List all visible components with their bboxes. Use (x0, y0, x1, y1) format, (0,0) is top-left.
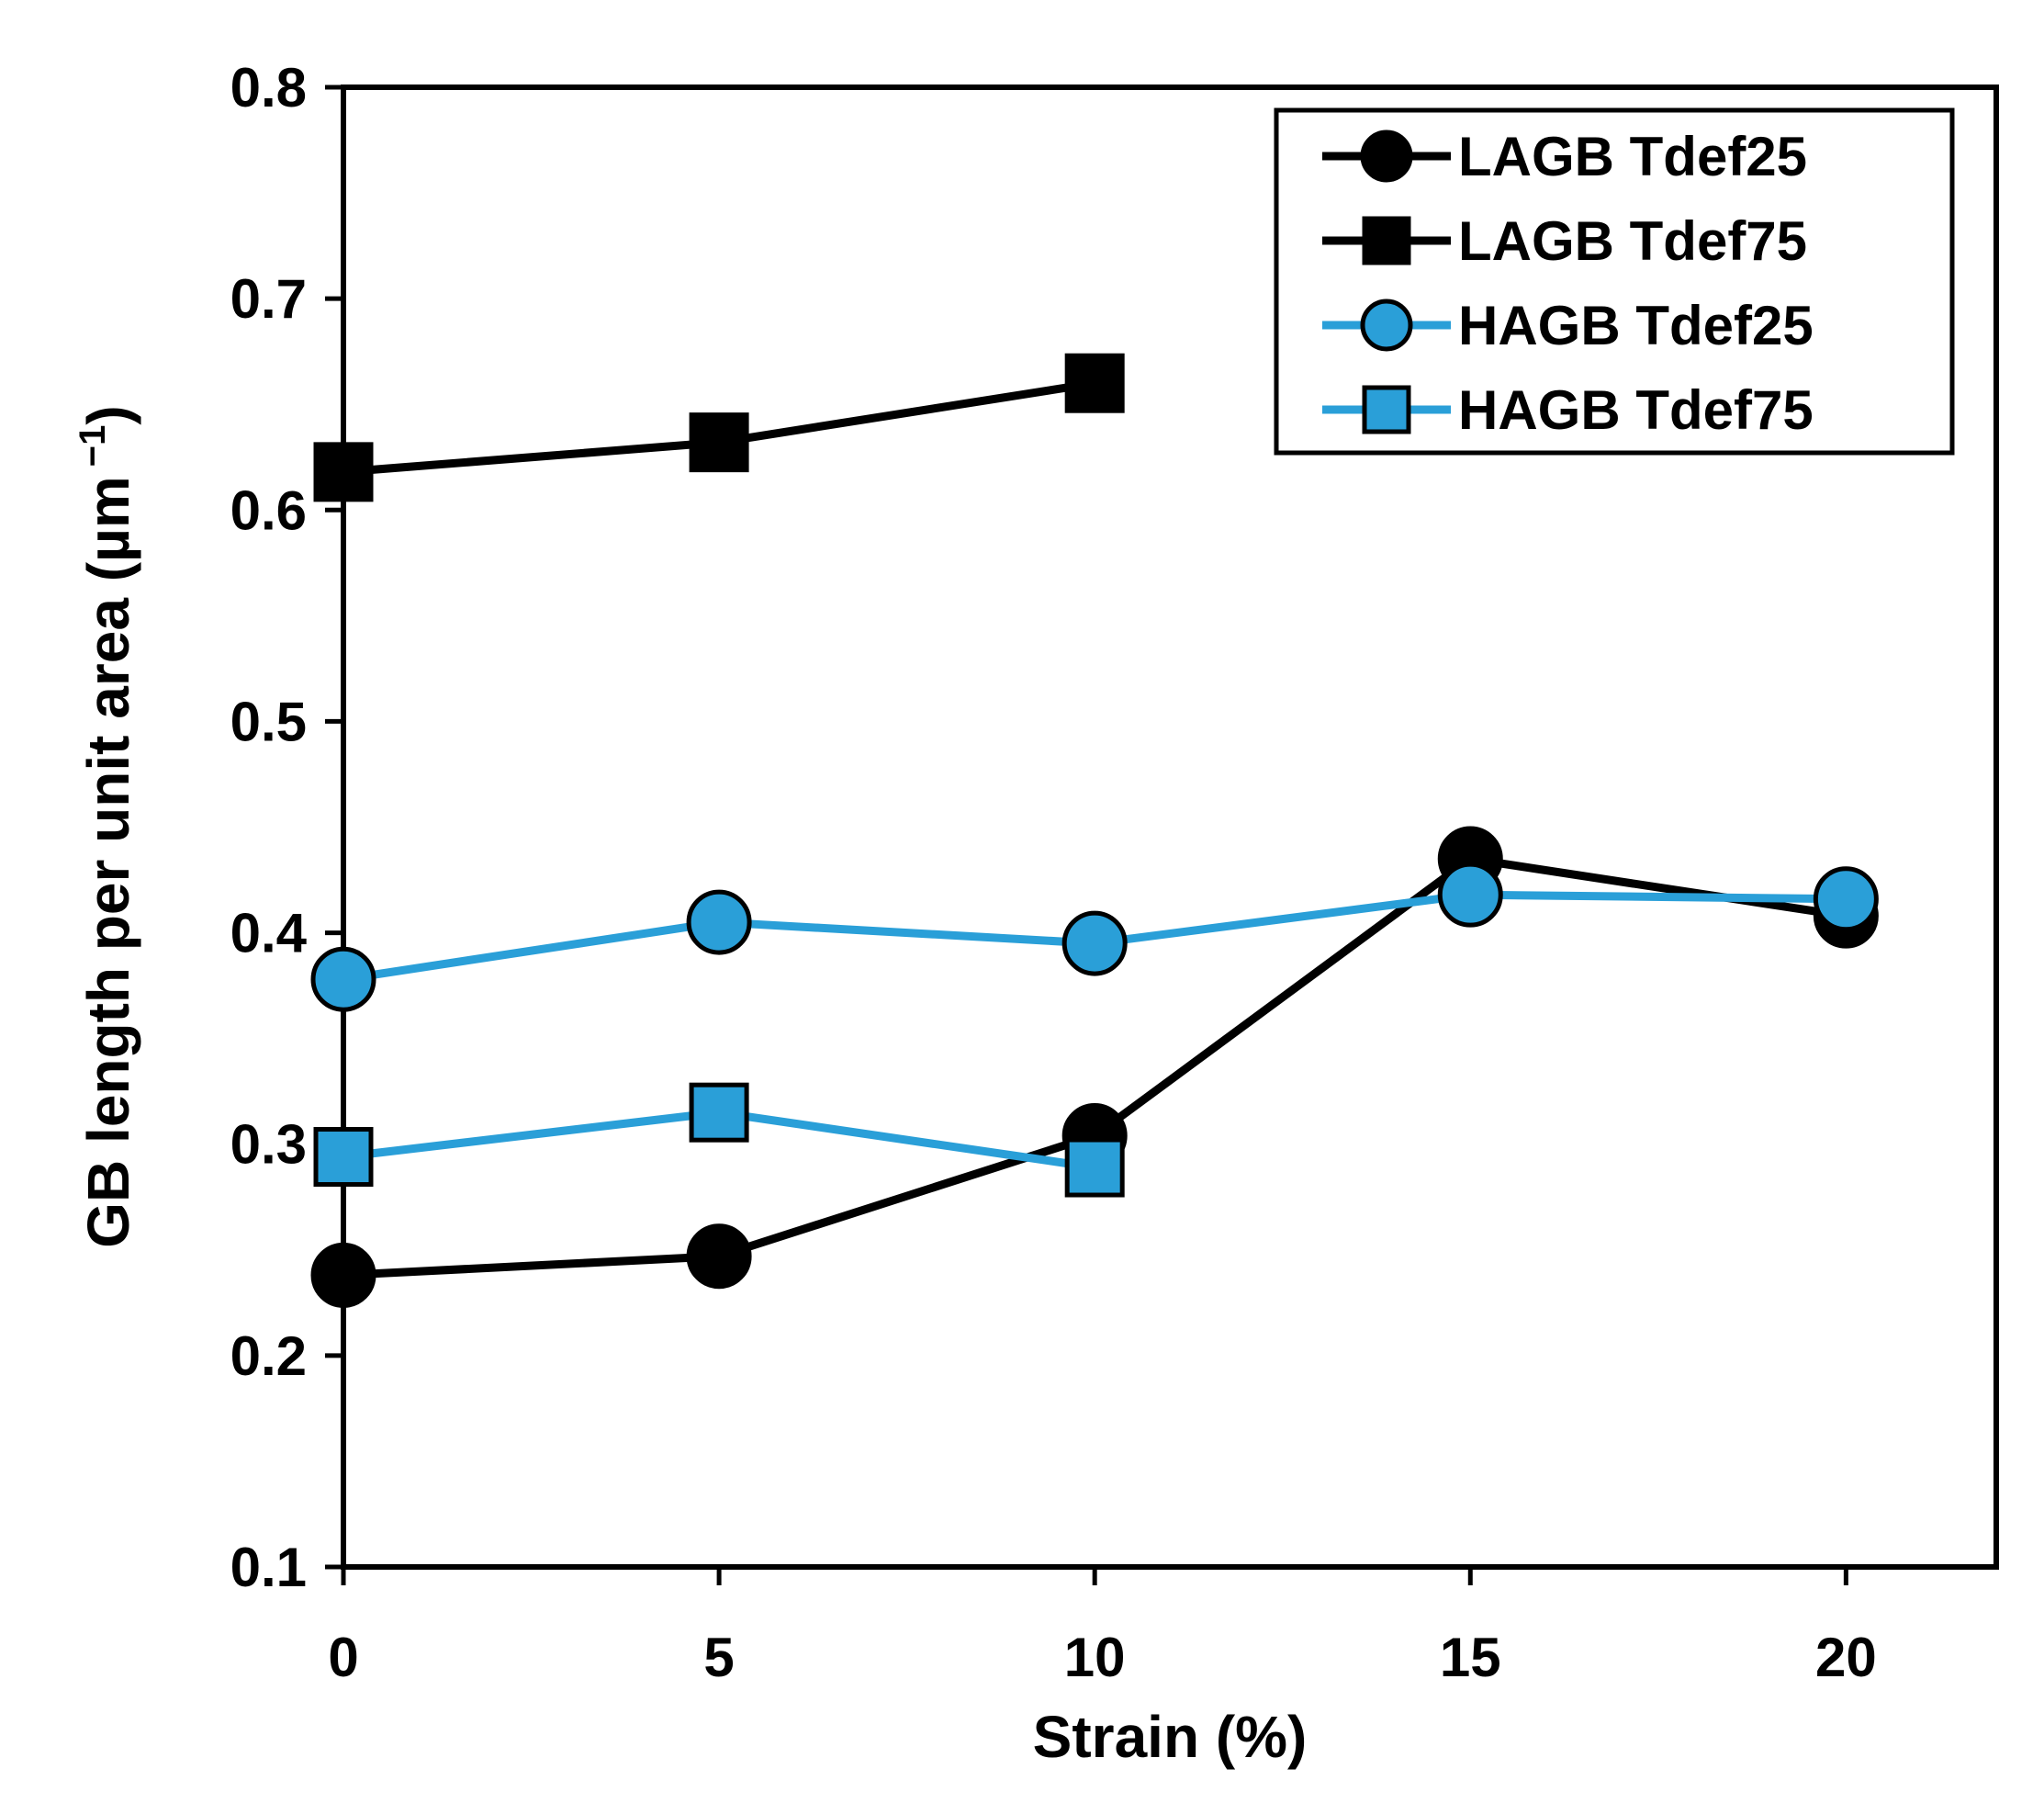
data-point-hagb-tdef25 (686, 889, 752, 955)
x-tick-label: 5 (703, 1627, 734, 1688)
y-tick-label: 0.4 (230, 903, 308, 964)
y-tick-label: 0.6 (230, 479, 307, 541)
legend-marker (1362, 216, 1411, 265)
y-tick-label: 0.8 (230, 57, 307, 118)
x-tick-label: 10 (1064, 1627, 1126, 1688)
data-point-hagb-tdef75 (313, 1127, 374, 1188)
legend-label: LAGB Tdef75 (1458, 210, 1807, 272)
plot-frame (341, 85, 1999, 1570)
legend: LAGB Tdef25 LAGB Tdef75 HAGB Tdef25 HAGB Td… (1274, 107, 1955, 456)
y-axis-label: GB length per unit area (µm −1) (73, 405, 141, 1247)
legend-marker (1360, 130, 1413, 183)
legend-entries: LAGB Tdef25 LAGB Tdef75 HAGB Tdef25 HAGB Td… (1322, 126, 1814, 441)
data-point-hagb-tdef25 (1061, 910, 1128, 976)
data-point-hagb-tdef25 (1813, 866, 1879, 932)
y-axis-label-superscript: −1 (73, 425, 113, 468)
data-point-lagb-tdef25 (686, 1223, 752, 1290)
data-point-hagb-tdef25 (310, 946, 376, 1012)
data-point-lagb-tdef75 (313, 442, 374, 502)
data-point-lagb-tdef75 (1064, 353, 1125, 413)
x-tick-label: 15 (1440, 1627, 1501, 1688)
data-point-lagb-tdef75 (689, 412, 749, 473)
data-point-lagb-tdef25 (310, 1242, 376, 1308)
data-point-hagb-tdef75 (1064, 1137, 1125, 1198)
legend-label: HAGB Tdef25 (1458, 295, 1814, 356)
data-point-hagb-tdef75 (689, 1082, 749, 1143)
y-tick-label: 0.7 (230, 268, 307, 330)
y-tick-label: 0.2 (230, 1325, 307, 1387)
legend-marker (1360, 299, 1413, 352)
y-axis-label-main: GB length per unit area (µm (75, 476, 141, 1248)
legend-marker (1362, 385, 1411, 434)
series-layer (310, 353, 1879, 1308)
x-tick-label: 0 (328, 1627, 358, 1688)
legend-label: HAGB Tdef75 (1458, 379, 1814, 441)
y-tick-label: 0.1 (230, 1537, 307, 1598)
legend-label: LAGB Tdef25 (1458, 126, 1807, 187)
y-axis-label-close: ) (75, 405, 141, 424)
x-tick-label: 20 (1815, 1627, 1877, 1688)
y-tick-label: 0.3 (230, 1114, 307, 1176)
axis-ticks: 0.1 0.2 0.3 0.4 0.5 0.6 0.7 0.8 0 5 10 15 20 (230, 57, 1877, 1688)
data-point-hagb-tdef25 (1437, 862, 1503, 928)
x-axis-label: Strain (%) (1033, 1704, 1308, 1770)
y-tick-label: 0.5 (230, 691, 307, 752)
